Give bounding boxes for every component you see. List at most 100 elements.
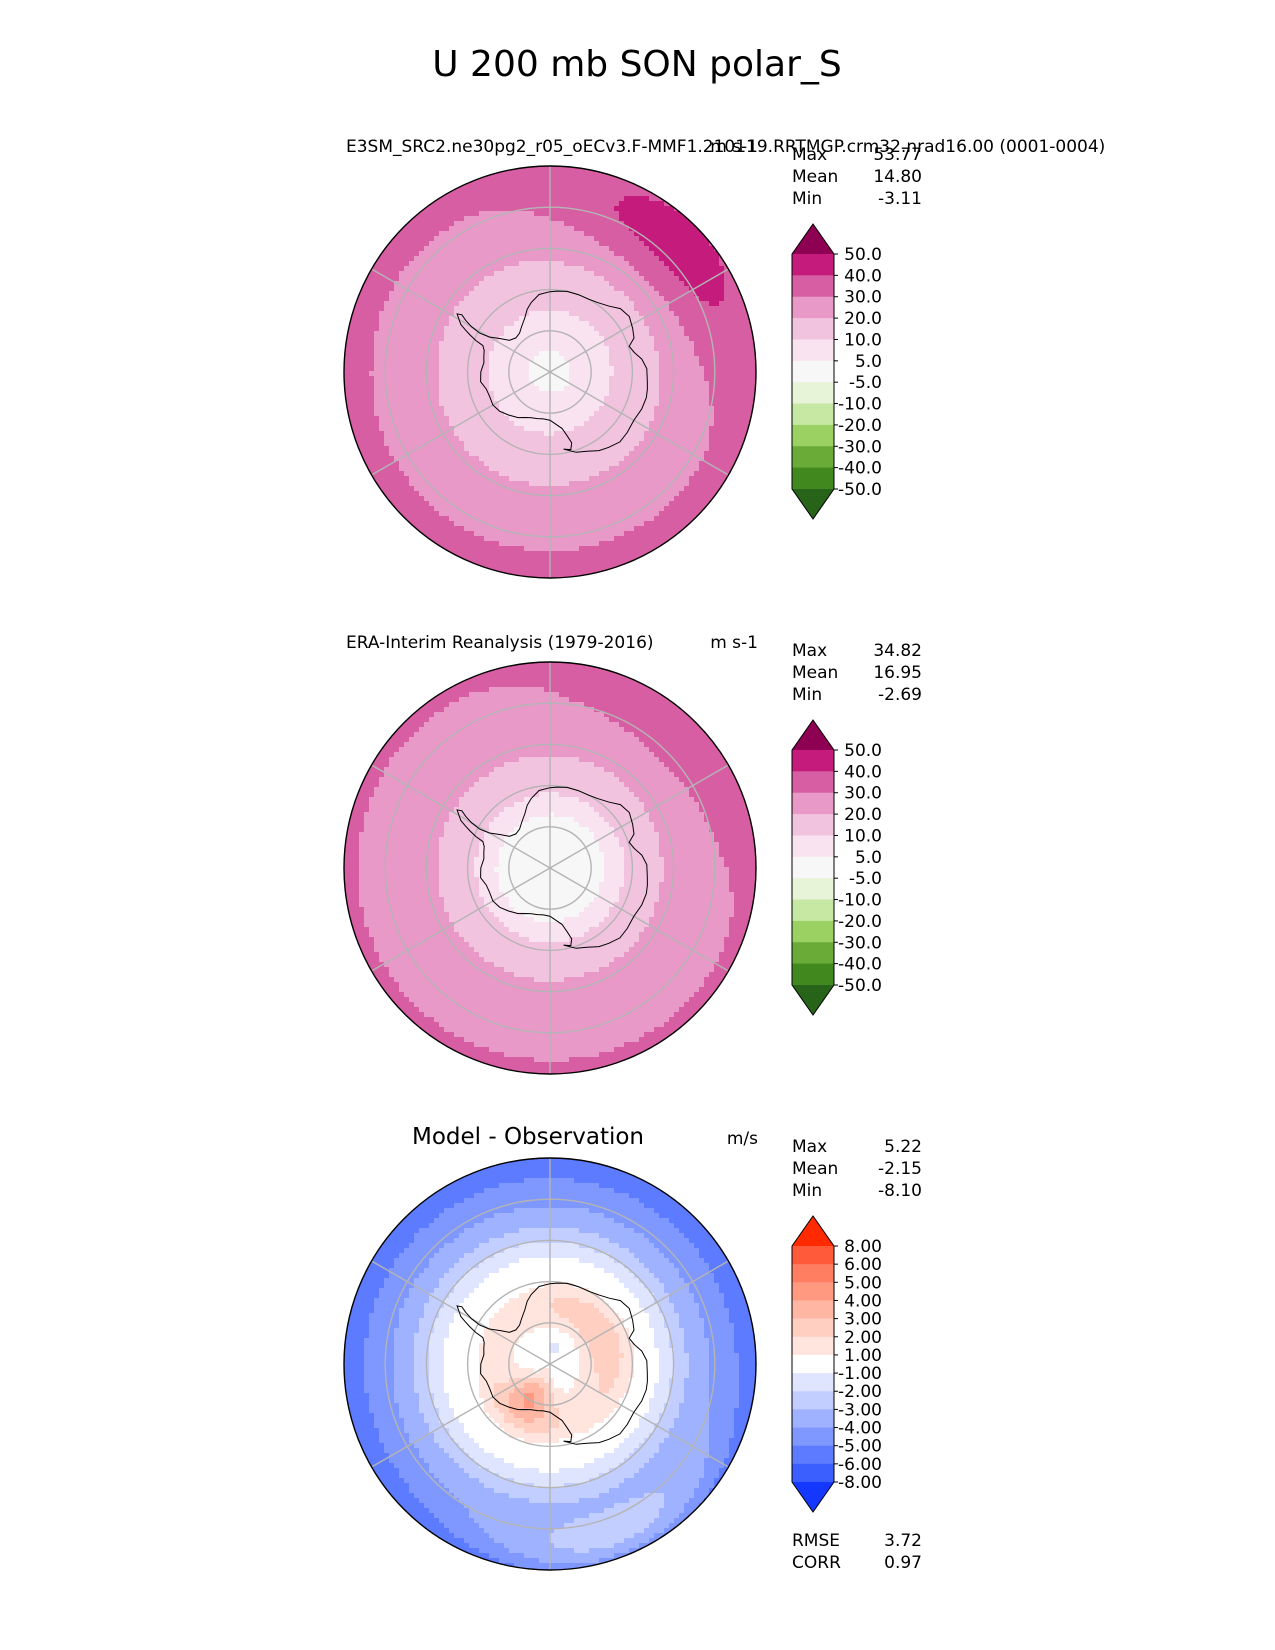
colorbar-segment — [792, 1282, 834, 1301]
colorbar-segment — [792, 792, 834, 815]
colorbar-extend-min — [792, 985, 834, 1015]
coastline — [456, 786, 648, 949]
colorbar-segment — [792, 1300, 834, 1320]
colorbar-tick-label: -40.0 — [838, 955, 882, 975]
colorbar-segment — [792, 360, 834, 383]
panel-title: Model - Observation — [412, 1124, 644, 1150]
colorbar: 50.040.030.020.010.05.0-5.0-10.0-20.0-30… — [791, 223, 882, 520]
colorbar-segment — [792, 1463, 834, 1483]
colorbar-tick-label: 5.00 — [844, 1273, 882, 1293]
stat-label: Min — [792, 189, 822, 209]
colorbar-tick-label: 10.0 — [844, 826, 882, 846]
colorbar-tick-label: 4.00 — [844, 1291, 882, 1311]
colorbar-segment — [792, 467, 834, 490]
colorbar-tick-label: -20.0 — [838, 912, 882, 932]
colorbar: 8.006.005.004.003.002.001.00-1.00-2.00-3… — [791, 1215, 882, 1513]
colorbar-segment — [792, 814, 834, 836]
colorbar-tick-label: -30.0 — [838, 933, 882, 953]
colorbar-segment — [792, 296, 834, 319]
colorbar-tick-label: 20.0 — [844, 309, 882, 329]
stat-value: -2.69 — [878, 685, 922, 705]
colorbar-segment — [792, 1427, 834, 1447]
colorbar-tick-label: -2.00 — [838, 1382, 882, 1402]
colorbar-segment — [792, 963, 834, 986]
colorbar-segment — [792, 1264, 834, 1283]
figure-title: U 200 mb SON polar_S — [432, 44, 841, 85]
colorbar-segment — [792, 856, 834, 879]
metric-label: RMSE — [792, 1531, 840, 1551]
colorbar-segment — [792, 878, 834, 901]
colorbar-tick-label: -50.0 — [838, 976, 882, 996]
colorbar-segment — [792, 1373, 834, 1392]
colorbar-segment — [792, 1318, 834, 1338]
colorbar-segment — [792, 750, 834, 772]
map — [344, 662, 756, 1074]
stat-value: -2.15 — [878, 1159, 922, 1179]
colorbar-tick-label: -5.0 — [849, 869, 882, 889]
colorbar-segment — [792, 446, 834, 469]
stat-label: Max — [792, 1137, 827, 1157]
stat-value: 34.82 — [873, 641, 922, 661]
colorbar-tick-label: -3.00 — [838, 1400, 882, 1420]
colorbar-tick-label: 1.00 — [844, 1346, 882, 1366]
colorbar-tick-label: -30.0 — [838, 437, 882, 457]
colorbar-tick-label: -50.0 — [838, 480, 882, 500]
colorbar-segment — [792, 771, 834, 794]
colorbar-segment — [792, 920, 834, 943]
metric-value: 3.72 — [884, 1531, 922, 1551]
colorbar-tick-label: -5.0 — [849, 373, 882, 393]
colorbar-tick-label: 8.00 — [844, 1237, 882, 1257]
colorbar-segment — [792, 942, 834, 965]
colorbar-tick-label: -10.0 — [838, 891, 882, 911]
stat-value: 53.77 — [873, 145, 922, 165]
colorbar-segment — [792, 339, 834, 362]
colorbar-segment — [792, 275, 834, 298]
colorbar-tick-label: -40.0 — [838, 459, 882, 479]
colorbar-tick-label: 10.0 — [844, 330, 882, 350]
colorbar-tick-label: 5.0 — [855, 848, 882, 868]
stat-label: Min — [792, 685, 822, 705]
colorbar-tick-label: -8.00 — [838, 1473, 882, 1493]
colorbar-tick-label: -1.00 — [838, 1364, 882, 1384]
stat-label: Max — [792, 145, 827, 165]
stat-label: Min — [792, 1181, 822, 1201]
colorbar-segment — [792, 1409, 834, 1429]
stat-value: -8.10 — [878, 1181, 922, 1201]
panel-units: m s-1 — [710, 137, 758, 157]
colorbar-tick-label: 30.0 — [844, 288, 882, 308]
colorbar-extend-max — [792, 720, 834, 750]
colorbar: 50.040.030.020.010.05.0-5.0-10.0-20.0-30… — [791, 719, 882, 1016]
colorbar-tick-label: 6.00 — [844, 1255, 882, 1275]
stat-value: -3.11 — [878, 189, 922, 209]
stat-label: Mean — [792, 1159, 838, 1179]
colorbar-segment — [792, 1336, 834, 1356]
colorbar-tick-label: 50.0 — [844, 245, 882, 265]
colorbar-tick-label: -5.00 — [838, 1437, 882, 1457]
map-boundary — [343, 165, 757, 579]
colorbar-segment — [792, 318, 834, 340]
coastline — [456, 290, 648, 453]
map-gridlines — [371, 1158, 729, 1570]
colorbar-segment — [792, 1354, 834, 1374]
metric-label: CORR — [792, 1553, 841, 1573]
map-gridlines — [371, 166, 729, 578]
colorbar-tick-label: 2.00 — [844, 1328, 882, 1348]
stat-value: 16.95 — [873, 663, 922, 683]
colorbar-segment — [792, 835, 834, 858]
colorbar-extend-min — [792, 1482, 834, 1512]
colorbar-tick-label: -4.00 — [838, 1419, 882, 1439]
stat-value: 5.22 — [884, 1137, 922, 1157]
stat-value: 14.80 — [873, 167, 922, 187]
map-gridlines — [371, 662, 729, 1074]
colorbar-segment — [792, 403, 834, 426]
map-boundary — [343, 661, 757, 1075]
panel-title: ERA-Interim Reanalysis (1979-2016) — [346, 633, 654, 653]
colorbar-extend-min — [792, 489, 834, 519]
colorbar-extend-max — [792, 1216, 834, 1246]
colorbar-tick-label: 3.00 — [844, 1310, 882, 1330]
panel-2: ERA-Interim Reanalysis (1979-2016) m s-1 M… — [343, 633, 922, 1075]
colorbar-segment — [792, 382, 834, 405]
metric-value: 0.97 — [884, 1553, 922, 1573]
colorbar-segment — [792, 254, 834, 276]
